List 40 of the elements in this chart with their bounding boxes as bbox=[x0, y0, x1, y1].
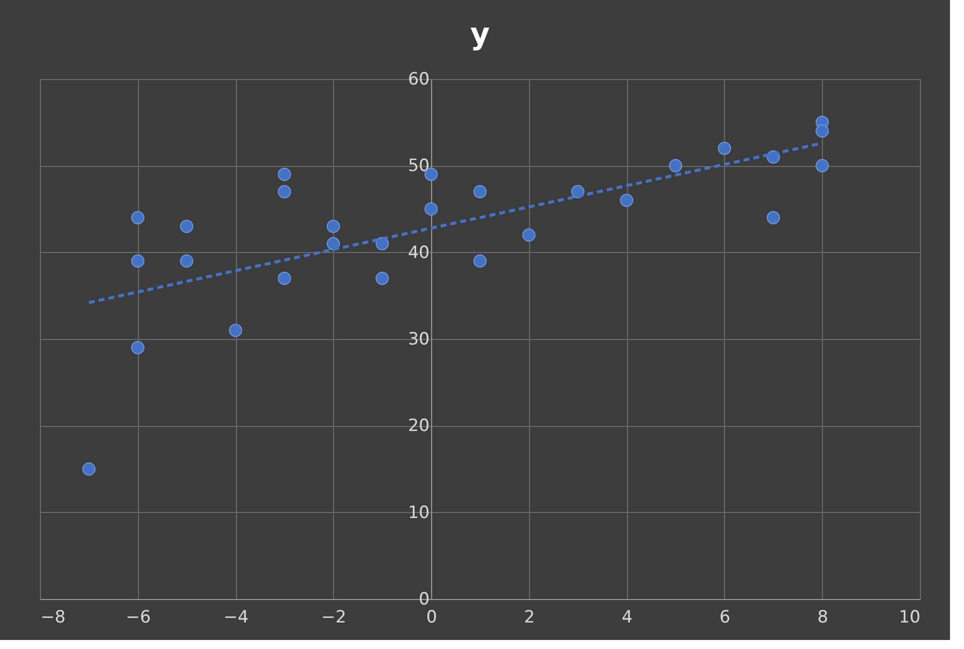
point bbox=[180, 254, 194, 268]
point bbox=[473, 254, 487, 268]
y-tick-label: 20 bbox=[408, 416, 430, 436]
chart-title: y bbox=[470, 17, 490, 52]
x-tick-label: −8 bbox=[40, 608, 66, 628]
point bbox=[131, 211, 144, 224]
point bbox=[473, 185, 487, 198]
point bbox=[376, 272, 389, 285]
point bbox=[816, 159, 829, 172]
x-tick-label: −4 bbox=[224, 608, 249, 628]
x-tick-label: 6 bbox=[720, 608, 730, 628]
point bbox=[668, 159, 682, 172]
point bbox=[228, 324, 242, 337]
point bbox=[816, 124, 829, 138]
x-tick-label: −6 bbox=[126, 608, 151, 628]
point bbox=[376, 237, 389, 250]
point bbox=[718, 142, 732, 155]
point bbox=[278, 185, 292, 198]
point bbox=[766, 211, 780, 224]
point bbox=[278, 272, 292, 285]
x-tick-label: 2 bbox=[524, 608, 535, 628]
point bbox=[424, 202, 438, 216]
point bbox=[620, 194, 634, 207]
point bbox=[278, 168, 292, 181]
y-tick-label: 40 bbox=[408, 242, 430, 263]
x-tick-label: 8 bbox=[817, 608, 828, 628]
point bbox=[522, 228, 536, 242]
y-tick-label: 30 bbox=[408, 330, 430, 350]
point bbox=[82, 462, 96, 476]
y-tick-label: 10 bbox=[408, 502, 430, 523]
point bbox=[180, 220, 194, 233]
point bbox=[326, 237, 340, 250]
point bbox=[131, 254, 144, 268]
x-tick-label: 4 bbox=[622, 608, 633, 628]
x-tick-label: 10 bbox=[898, 608, 920, 628]
x-tick-label: −2 bbox=[321, 608, 346, 628]
point bbox=[131, 341, 144, 354]
y-tick-label: 60 bbox=[408, 70, 430, 90]
point bbox=[326, 220, 340, 233]
y-tick-label: 50 bbox=[408, 156, 430, 176]
